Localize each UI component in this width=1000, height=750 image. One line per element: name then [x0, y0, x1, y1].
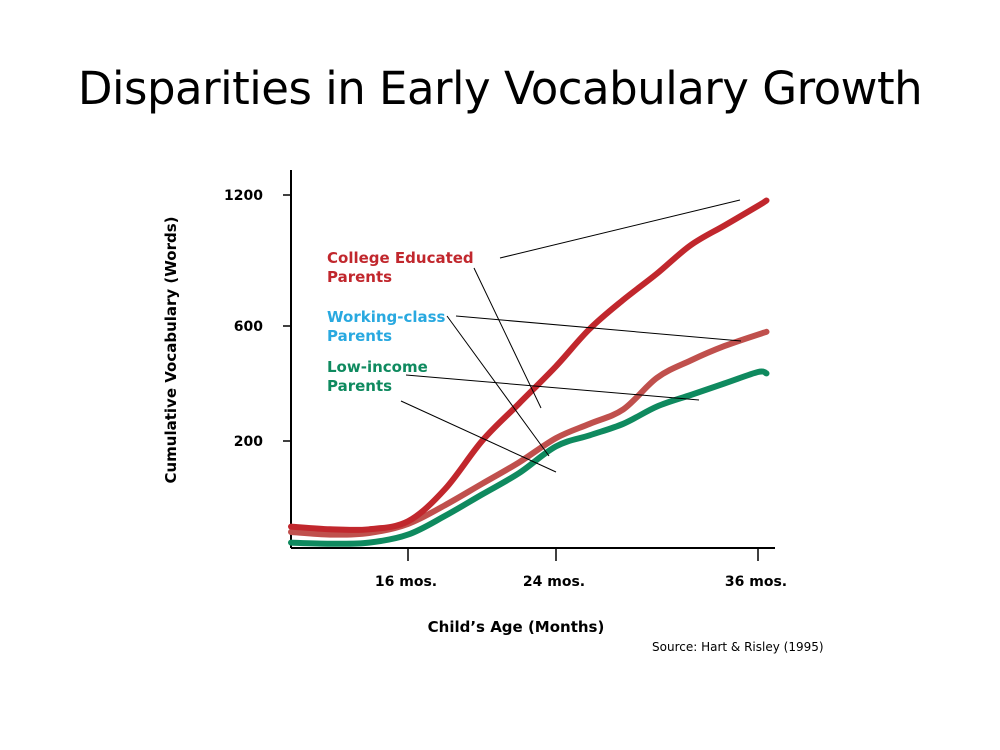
y-tick-label: 200 [234, 434, 263, 450]
label-low-income-line: Low-income [327, 358, 428, 376]
x-tick-label: 24 mos. [523, 574, 585, 590]
label-low-income: Low-income Parents [327, 358, 428, 395]
leader-line [455, 315, 742, 342]
y-tick-label: 1200 [224, 188, 263, 204]
leader-line [446, 315, 550, 457]
label-college-educated: College Educated Parents [327, 249, 474, 286]
x-axis-title: Child’s Age (Months) [428, 618, 605, 636]
leader-line [473, 267, 542, 409]
source-note: Source: Hart & Risley (1995) [652, 640, 824, 654]
label-working-class: Working-class Parents [327, 308, 446, 345]
leader-line [499, 199, 741, 259]
label-low-income-line: Parents [327, 377, 392, 395]
leader-line [405, 374, 700, 401]
chart-series [288, 197, 770, 547]
series-working-class-line [288, 328, 770, 538]
leader-line [400, 400, 557, 473]
label-college-educated-line: Parents [327, 268, 392, 286]
label-college-educated-line: College Educated [327, 249, 474, 267]
label-working-class-line: Parents [327, 327, 392, 345]
label-working-class-line: Working-class [327, 308, 446, 326]
x-tick-label: 36 mos. [725, 574, 787, 590]
page-title: Disparities in Early Vocabulary Growth [77, 62, 923, 115]
x-tick-label: 16 mos. [375, 574, 437, 590]
chart-axes: 200 600 1200 16 mos. 24 mos. 36 mos. [224, 170, 787, 590]
series-low-income-line [288, 368, 770, 547]
y-tick-label: 600 [234, 319, 263, 335]
series-college-educated-line [288, 197, 770, 533]
y-axis-title: Cumulative Vocabulary (Words) [162, 216, 180, 483]
label-leader-lines [400, 199, 742, 473]
